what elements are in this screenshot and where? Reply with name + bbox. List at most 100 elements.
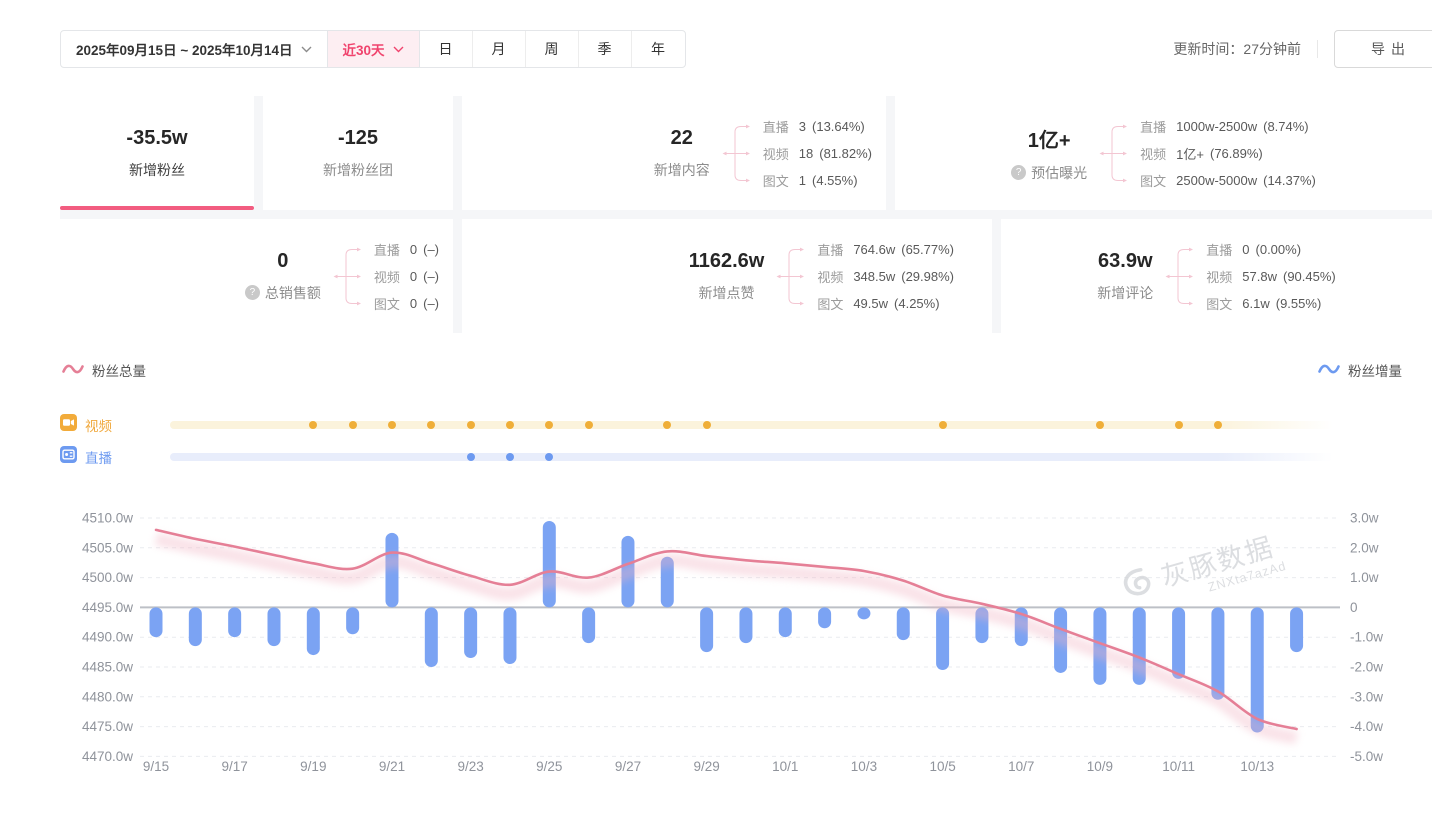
divider <box>1317 40 1318 58</box>
increment-bar[interactable] <box>346 607 360 635</box>
period-tab-month[interactable]: 月 <box>473 31 526 67</box>
breakdown-row: 视频 348.5w (29.98%) <box>817 263 954 290</box>
wave-icon-pink <box>62 363 84 378</box>
breakdown-channel: 直播 <box>1206 242 1233 258</box>
increment-bar[interactable] <box>700 607 714 653</box>
increment-bar[interactable] <box>818 607 832 629</box>
legend-fans-increment[interactable]: 粉丝增量 <box>1318 360 1402 380</box>
increment-bar[interactable] <box>464 607 478 659</box>
breakdown-row: 视频 0 (–) <box>374 263 439 290</box>
metrics-grid: -35.5w 新增粉丝 -125 新增粉丝团 22 新增内容 直播 3 (13.64%) 视频 18… <box>60 96 1432 333</box>
period-tab-year[interactable]: 年 <box>651 41 666 57</box>
metric-card-new-content[interactable]: 22 新增内容 直播 3 (13.64%) 视频 18 (81.82%) 图文 1 (4.55%) <box>462 96 886 210</box>
help-icon[interactable]: ? <box>1011 165 1027 180</box>
video-dot[interactable] <box>427 421 436 429</box>
help-icon[interactable]: ? <box>244 285 260 300</box>
increment-bar[interactable] <box>188 607 202 647</box>
breakdown-pct: (65.77%) <box>901 241 954 257</box>
increment-bar[interactable] <box>778 607 792 638</box>
left-axis-tick: 4485.0w <box>82 660 133 675</box>
video-dot[interactable] <box>387 421 396 429</box>
live-dot[interactable] <box>505 453 514 461</box>
metric-card-new-comments[interactable]: 63.9w 新增评论 直播 0 (0.00%) 视频 57.8w (90.45%) 图文 6.1w… <box>1001 219 1432 333</box>
increment-bar[interactable] <box>1250 607 1264 733</box>
video-dot[interactable] <box>466 421 475 429</box>
breakdown-row: 直播 3 (13.64%) <box>763 113 872 140</box>
trend-legend: 粉丝总量 粉丝增量 <box>62 360 1402 380</box>
metric-card-est-exposure[interactable]: 1亿+? 预估曝光 直播 1000w-2500w (8.74%) 视频 1亿+ (76.89%… <box>895 96 1432 210</box>
period-tab-quarter[interactable]: 季 <box>579 31 632 67</box>
breakdown-value: 0 <box>409 268 418 284</box>
x-axis-tick: 9/27 <box>615 759 641 774</box>
increment-bar[interactable] <box>936 607 950 670</box>
left-axis-tick: 4510.0w <box>82 511 133 526</box>
live-dot[interactable] <box>545 453 554 461</box>
increment-bar[interactable] <box>739 607 753 644</box>
increment-bar[interactable] <box>503 607 517 665</box>
metric-card-new-likes[interactable]: 1162.6w 新增点赞 直播 764.6w (65.77%) 视频 348.5w (29.9… <box>462 219 992 333</box>
video-dot[interactable] <box>545 421 554 429</box>
breakdown-pct: (14.37%) <box>1263 172 1316 188</box>
video-dot[interactable] <box>309 421 318 429</box>
video-dot[interactable] <box>348 421 357 429</box>
right-axis-tick: 3.0w <box>1350 511 1379 526</box>
live-dot[interactable] <box>466 453 475 461</box>
date-range-picker[interactable]: 2025年09月15日 ~ 2025年10月14日 <box>61 31 328 67</box>
video-dot[interactable] <box>1213 421 1222 429</box>
increment-bar[interactable] <box>385 532 399 608</box>
export-button[interactable]: 导出 <box>1334 30 1432 68</box>
fans-trend-chart[interactable]: 4510.0w 3.0w 4505.0w 2.0w 4500.0w 1.0w 4495.0w… <box>0 494 1432 794</box>
increment-bar[interactable] <box>660 556 674 608</box>
breakdown-channel: 图文 <box>1206 296 1233 312</box>
video-dot[interactable] <box>1095 421 1104 429</box>
breakdown-row: 视频 18 (81.82%) <box>763 140 872 167</box>
timeline-track-video <box>170 421 1333 429</box>
breakdown-value: 0 <box>409 295 418 311</box>
increment-bar[interactable] <box>1290 607 1304 653</box>
x-axis-tick: 10/11 <box>1162 759 1195 774</box>
increment-bar[interactable] <box>542 520 556 608</box>
increment-bar[interactable] <box>1211 607 1225 700</box>
right-axis-tick: -2.0w <box>1350 660 1383 675</box>
total-line[interactable] <box>154 528 1298 731</box>
breakdown-pct: (–) <box>423 241 439 257</box>
video-dot[interactable] <box>663 421 672 429</box>
period-tab-day[interactable]: 日 <box>420 31 473 67</box>
x-axis-tick: 9/19 <box>300 759 326 774</box>
x-axis-tick: 9/23 <box>457 759 483 774</box>
increment-bar[interactable] <box>896 607 910 641</box>
metric-card-new-fan-club[interactable]: -125 新增粉丝团 <box>263 96 453 210</box>
video-dot[interactable] <box>505 421 514 429</box>
breakdown-pct: (9.55%) <box>1275 295 1322 311</box>
increment-bar[interactable] <box>582 607 596 644</box>
breakdown-pct: (0.00%) <box>1255 241 1302 257</box>
period-tab-week[interactable]: 周 <box>526 31 579 67</box>
increment-bar[interactable] <box>857 607 871 620</box>
chevron-down-icon <box>393 46 404 52</box>
increment-bar[interactable] <box>306 607 320 656</box>
left-axis-tick: 4470.0w <box>82 749 133 764</box>
increment-bar[interactable] <box>1172 607 1186 679</box>
increment-bar[interactable] <box>228 607 242 638</box>
metric-card-new-fans[interactable]: -35.5w 新增粉丝 <box>60 96 254 210</box>
increment-bar[interactable] <box>424 607 438 667</box>
breakdown-value: 49.5w <box>853 295 889 311</box>
increment-bar[interactable] <box>267 607 281 647</box>
metric-stat: 0? 总销售额 <box>244 250 321 303</box>
right-axis-tick: 1.0w <box>1350 570 1379 585</box>
metric-card-total-sales[interactable]: 0? 总销售额 直播 0 (–) 视频 0 (–) 图文 0 (–) <box>60 219 453 333</box>
breakdown-row: 直播 0 (0.00%) <box>1206 236 1335 263</box>
breakdown-pct: (4.55%) <box>812 172 858 188</box>
video-dot[interactable] <box>938 421 947 429</box>
video-dot[interactable] <box>584 421 593 429</box>
metric-label: ? 总销售额 <box>244 283 321 303</box>
metric-label: 新增点赞 <box>689 283 765 303</box>
video-dot[interactable] <box>702 421 711 429</box>
legend-fans-total[interactable]: 粉丝总量 <box>62 360 146 380</box>
metric-label-text: 新增点赞 <box>698 284 755 301</box>
increment-bar[interactable] <box>149 607 163 638</box>
video-dot[interactable] <box>1174 421 1183 429</box>
metric-value: 1亿+ <box>1027 129 1071 152</box>
metric-stat: 1亿+? 预估曝光 <box>1011 124 1087 183</box>
quick-range-dropdown[interactable]: 近30天 <box>327 31 420 67</box>
